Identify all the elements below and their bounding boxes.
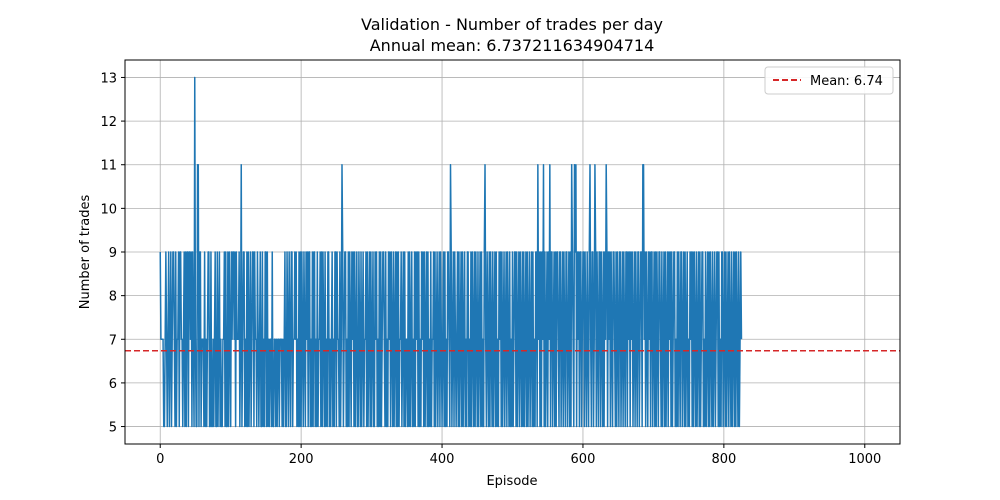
series-line [159,76,743,428]
x-tick-label: 0 [156,452,164,467]
y-axis-label: Number of trades [78,195,93,310]
x-tick-label: 200 [289,452,314,467]
y-tick-label: 10 [100,202,117,217]
y-tick-label: 11 [100,159,117,174]
chart-title: Validation - Number of trades per day [361,15,663,34]
chart-subtitle: Annual mean: 6.737211634904714 [370,36,655,55]
legend: Mean: 6.74 [764,66,894,95]
y-ticks: 5 6 7 8 9 10 11 12 13 [100,71,125,436]
legend-mean-label: Mean: 6.74 [810,74,883,89]
y-tick-label: 7 [109,333,117,348]
x-tick-label: 800 [711,452,736,467]
y-tick-label: 5 [109,421,117,436]
x-ticks: 0 200 400 600 800 1000 [156,444,881,467]
x-axis-label: Episode [486,474,537,489]
x-tick-label: 600 [571,452,596,467]
y-tick-label: 12 [100,115,117,130]
y-tick-label: 13 [100,71,117,86]
x-tick-label: 1000 [848,452,881,467]
x-tick-label: 400 [430,452,455,467]
series-layer [159,76,743,428]
y-tick-label: 6 [109,377,117,392]
y-tick-label: 9 [109,246,117,261]
legend-box [764,66,894,95]
y-tick-label: 8 [109,290,117,305]
